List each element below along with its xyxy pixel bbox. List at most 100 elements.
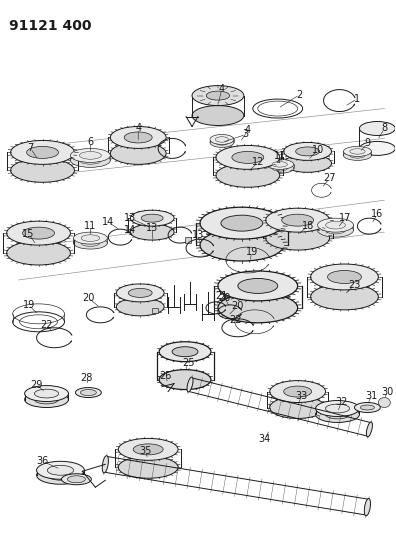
Text: 13: 13 bbox=[192, 230, 204, 240]
Ellipse shape bbox=[116, 298, 164, 316]
Ellipse shape bbox=[216, 146, 280, 169]
Ellipse shape bbox=[215, 140, 228, 145]
Text: 4: 4 bbox=[245, 125, 251, 135]
Text: 21: 21 bbox=[216, 291, 228, 301]
Bar bbox=[152, 308, 158, 313]
Text: 11: 11 bbox=[274, 151, 286, 161]
Text: 25: 25 bbox=[182, 358, 194, 368]
Text: 13: 13 bbox=[124, 213, 136, 223]
Ellipse shape bbox=[284, 155, 331, 172]
Ellipse shape bbox=[130, 210, 174, 226]
Ellipse shape bbox=[61, 474, 91, 484]
Text: 13: 13 bbox=[146, 223, 158, 233]
Ellipse shape bbox=[7, 221, 70, 245]
Ellipse shape bbox=[206, 91, 230, 100]
Ellipse shape bbox=[266, 226, 329, 250]
Ellipse shape bbox=[296, 147, 320, 156]
Text: 22: 22 bbox=[230, 315, 242, 325]
Ellipse shape bbox=[343, 150, 371, 160]
Text: 19: 19 bbox=[246, 247, 258, 257]
Text: 34: 34 bbox=[259, 434, 271, 445]
Ellipse shape bbox=[350, 149, 365, 154]
Ellipse shape bbox=[350, 152, 365, 158]
Text: 22: 22 bbox=[40, 320, 53, 330]
Text: 14: 14 bbox=[124, 225, 136, 235]
Ellipse shape bbox=[232, 151, 264, 163]
Ellipse shape bbox=[378, 398, 390, 408]
Ellipse shape bbox=[238, 278, 278, 293]
Ellipse shape bbox=[210, 134, 234, 144]
Text: 14: 14 bbox=[102, 217, 114, 227]
Ellipse shape bbox=[128, 288, 152, 297]
Ellipse shape bbox=[75, 387, 101, 398]
Ellipse shape bbox=[73, 232, 107, 244]
Text: 9: 9 bbox=[364, 139, 371, 148]
Ellipse shape bbox=[124, 132, 152, 143]
Text: 31: 31 bbox=[365, 391, 377, 400]
Ellipse shape bbox=[360, 122, 395, 135]
Ellipse shape bbox=[221, 215, 263, 231]
Ellipse shape bbox=[133, 444, 163, 455]
Text: 10: 10 bbox=[312, 146, 324, 156]
Ellipse shape bbox=[118, 456, 178, 478]
Ellipse shape bbox=[70, 148, 110, 163]
Ellipse shape bbox=[318, 223, 354, 237]
Ellipse shape bbox=[70, 154, 110, 167]
Text: 33: 33 bbox=[295, 391, 308, 400]
Ellipse shape bbox=[159, 370, 211, 390]
Text: 8: 8 bbox=[381, 124, 387, 133]
Text: 7: 7 bbox=[27, 143, 34, 154]
Ellipse shape bbox=[270, 397, 326, 418]
Text: 17: 17 bbox=[339, 213, 352, 223]
Ellipse shape bbox=[366, 422, 372, 437]
Text: 2: 2 bbox=[297, 90, 303, 100]
Text: 16: 16 bbox=[371, 209, 383, 219]
Ellipse shape bbox=[80, 390, 96, 395]
Text: 11: 11 bbox=[84, 221, 97, 231]
Ellipse shape bbox=[282, 214, 314, 226]
Ellipse shape bbox=[326, 221, 345, 229]
Ellipse shape bbox=[7, 241, 70, 265]
Ellipse shape bbox=[36, 466, 84, 484]
Text: 4: 4 bbox=[219, 84, 225, 94]
Ellipse shape bbox=[159, 342, 211, 362]
Text: 20: 20 bbox=[232, 301, 244, 311]
Text: 91121 400: 91121 400 bbox=[9, 19, 91, 33]
Ellipse shape bbox=[210, 138, 234, 148]
Ellipse shape bbox=[116, 284, 164, 302]
Ellipse shape bbox=[130, 224, 174, 240]
Ellipse shape bbox=[34, 395, 59, 404]
Ellipse shape bbox=[200, 207, 284, 239]
Bar bbox=[185, 237, 191, 243]
Text: 20: 20 bbox=[219, 293, 231, 303]
Ellipse shape bbox=[141, 214, 163, 222]
Ellipse shape bbox=[187, 377, 193, 392]
Ellipse shape bbox=[272, 161, 287, 167]
Ellipse shape bbox=[284, 386, 312, 397]
Ellipse shape bbox=[354, 402, 381, 413]
Text: 30: 30 bbox=[381, 386, 394, 397]
Ellipse shape bbox=[364, 498, 371, 516]
Ellipse shape bbox=[118, 439, 178, 461]
Ellipse shape bbox=[80, 157, 101, 164]
Ellipse shape bbox=[270, 381, 326, 402]
Text: 36: 36 bbox=[36, 456, 49, 466]
Text: 6: 6 bbox=[87, 138, 93, 148]
Text: 1: 1 bbox=[354, 94, 360, 103]
Text: 15: 15 bbox=[23, 229, 35, 239]
Ellipse shape bbox=[218, 271, 298, 301]
Ellipse shape bbox=[25, 392, 69, 408]
Ellipse shape bbox=[360, 141, 395, 156]
Ellipse shape bbox=[110, 126, 166, 148]
Ellipse shape bbox=[310, 264, 378, 290]
Ellipse shape bbox=[327, 270, 362, 284]
Ellipse shape bbox=[25, 385, 69, 401]
Ellipse shape bbox=[266, 163, 294, 173]
Ellipse shape bbox=[48, 470, 74, 480]
Ellipse shape bbox=[73, 237, 107, 249]
Ellipse shape bbox=[216, 163, 280, 187]
Text: 23: 23 bbox=[348, 280, 361, 290]
Ellipse shape bbox=[192, 86, 244, 106]
Text: 29: 29 bbox=[30, 379, 43, 390]
Ellipse shape bbox=[218, 293, 298, 323]
